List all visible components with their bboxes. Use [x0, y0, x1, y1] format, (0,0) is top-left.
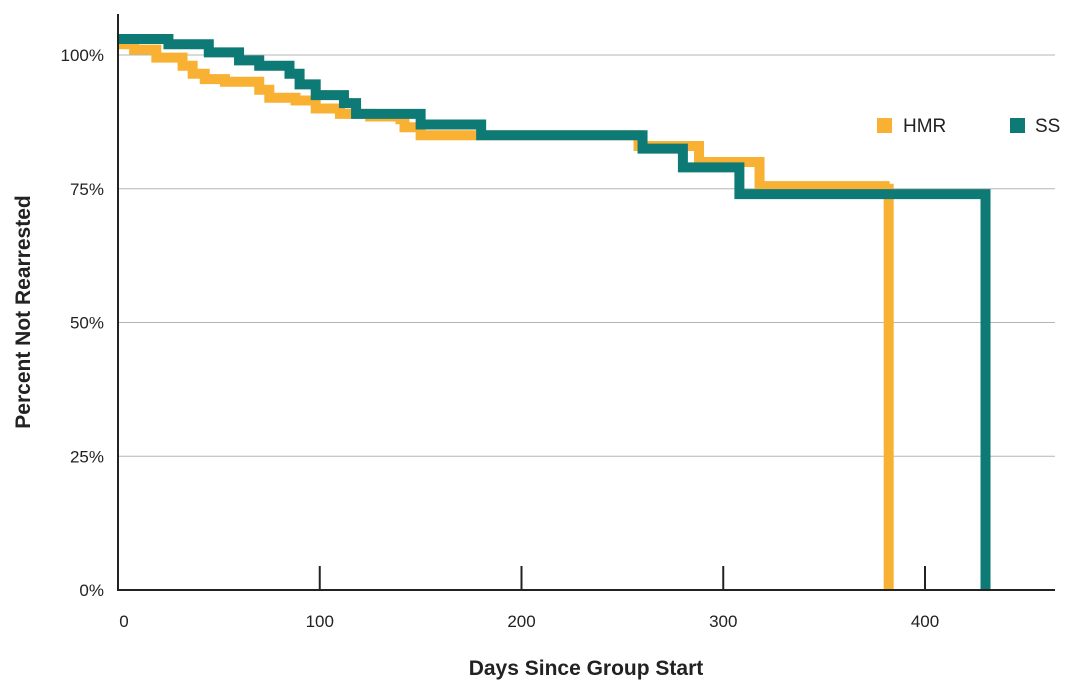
- x-tick-label: 400: [911, 612, 939, 631]
- x-ticks: 0 100 200 300 400: [119, 566, 939, 631]
- y-tick-label: 50%: [70, 314, 104, 333]
- y-tick-label: 0%: [79, 581, 104, 600]
- gridlines: [118, 54, 1055, 457]
- y-tick-label: 25%: [70, 447, 104, 466]
- legend-label-ss: SS: [1035, 116, 1060, 137]
- x-axis-title: Days Since Group Start: [469, 657, 704, 680]
- x-tick-label: 200: [507, 612, 535, 631]
- legend: HMR SS: [877, 116, 1060, 137]
- series-layer: [118, 33, 991, 590]
- y-tick-label: 100%: [61, 46, 104, 65]
- x-tick-label: 100: [306, 612, 334, 631]
- legend-swatch-ss: [1010, 118, 1025, 133]
- axes: [117, 14, 1055, 591]
- y-ticks: 0% 25% 50% 75% 100%: [61, 46, 104, 600]
- series-line-hmr: [118, 39, 894, 590]
- y-axis-title: Percent Not Rearrested: [12, 195, 35, 428]
- legend-swatch-hmr: [877, 118, 892, 133]
- x-tick-label: 300: [709, 612, 737, 631]
- x-tick-label: 0: [119, 612, 128, 631]
- series-line-ss: [118, 33, 991, 590]
- legend-label-hmr: HMR: [903, 116, 946, 137]
- y-tick-label: 75%: [70, 180, 104, 199]
